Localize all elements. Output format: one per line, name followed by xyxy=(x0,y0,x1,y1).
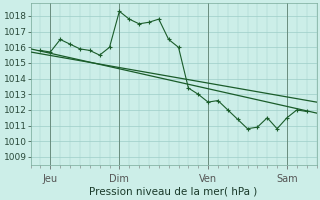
X-axis label: Pression niveau de la mer( hPa ): Pression niveau de la mer( hPa ) xyxy=(90,187,258,197)
